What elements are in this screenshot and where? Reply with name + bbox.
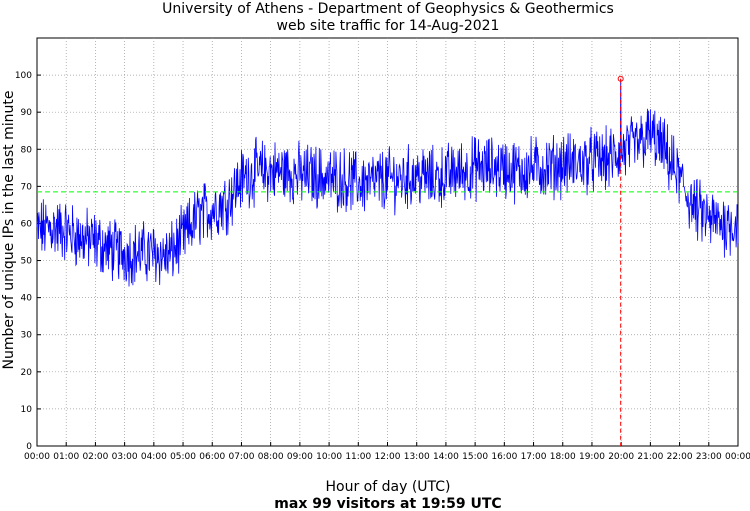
y-tick-label: 90 bbox=[21, 108, 33, 118]
x-tick-label: 12:00 bbox=[375, 452, 401, 462]
traffic-line bbox=[36, 78, 739, 287]
x-tick-label: 05:00 bbox=[170, 452, 196, 462]
x-tick-label: 13:00 bbox=[404, 452, 430, 462]
x-tick-label: 01:00 bbox=[53, 452, 79, 462]
x-tick-label: 04:00 bbox=[141, 452, 167, 462]
y-tick-label: 80 bbox=[21, 145, 33, 155]
y-tick-label: 0 bbox=[26, 442, 32, 452]
chart-title: University of Athens - Department of Geo… bbox=[162, 1, 614, 17]
y-axis-label: Number of unique IPs in the last minute bbox=[1, 91, 17, 370]
y-tick-label: 50 bbox=[21, 257, 33, 267]
x-tick-label: 02:00 bbox=[82, 452, 108, 462]
x-tick-label: 03:00 bbox=[112, 452, 138, 462]
y-tick-label: 70 bbox=[21, 182, 33, 192]
chart-subtitle: web site traffic for 14-Aug-2021 bbox=[277, 18, 500, 34]
x-tick-label: 16:00 bbox=[491, 452, 517, 462]
x-tick-label: 08:00 bbox=[258, 452, 284, 462]
y-tick-label: 60 bbox=[21, 219, 33, 229]
max-marker-point bbox=[617, 75, 624, 82]
x-axis-label: Hour of day (UTC) bbox=[326, 479, 451, 495]
x-tick-label: 07:00 bbox=[228, 452, 254, 462]
x-tick-label: 06:00 bbox=[199, 452, 225, 462]
y-tick-label: 100 bbox=[15, 71, 32, 81]
plot-area: 00:00 01:00 02:00 03:00 04:00 05:00 06:00 07:00… bbox=[15, 37, 750, 462]
x-tick-label: 18:00 bbox=[550, 452, 576, 462]
x-tick-label: 20:00 bbox=[608, 452, 634, 462]
x-tick-label: 00:00 bbox=[24, 452, 50, 462]
x-tick-label: 15:00 bbox=[462, 452, 488, 462]
x-tick-label: 11:00 bbox=[345, 452, 371, 462]
x-tick-label: 17:00 bbox=[521, 452, 547, 462]
x-tick-label: 23:00 bbox=[696, 452, 722, 462]
y-tick-label: 40 bbox=[21, 294, 33, 304]
x-tick-label: 19:00 bbox=[579, 452, 605, 462]
x-tick-label: 22:00 bbox=[667, 452, 693, 462]
y-tick-label: 10 bbox=[21, 405, 33, 415]
x-tick-label: 10:00 bbox=[316, 452, 342, 462]
y-tick-label: 20 bbox=[21, 368, 33, 378]
x-tick-label: 09:00 bbox=[287, 452, 313, 462]
x-tick-label: 14:00 bbox=[433, 452, 459, 462]
x-tick-label: 21:00 bbox=[637, 452, 663, 462]
x-tick-label: 00:00 bbox=[725, 452, 750, 462]
max-visitors-note: max 99 visitors at 19:59 UTC bbox=[274, 496, 501, 511]
y-tick-label: 30 bbox=[21, 331, 33, 341]
